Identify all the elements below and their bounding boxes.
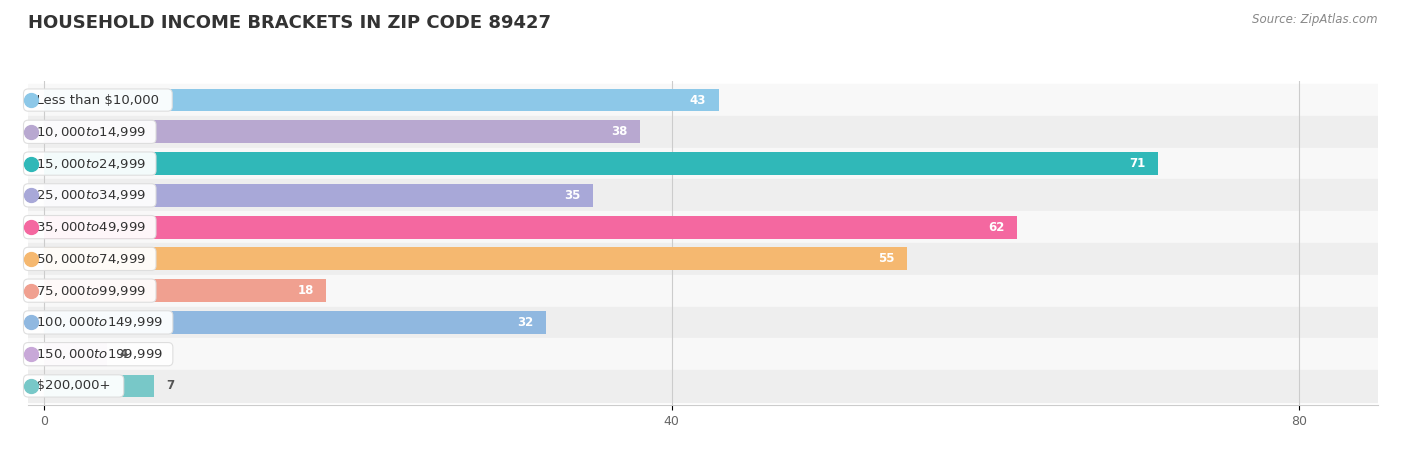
Bar <box>28 275 1378 306</box>
Bar <box>44 216 1017 238</box>
Bar <box>44 89 718 112</box>
Bar <box>44 279 326 302</box>
Text: Source: ZipAtlas.com: Source: ZipAtlas.com <box>1253 14 1378 27</box>
Text: $35,000 to $49,999: $35,000 to $49,999 <box>28 220 152 234</box>
Text: $150,000 to $199,999: $150,000 to $199,999 <box>28 347 169 361</box>
Text: $200,000+: $200,000+ <box>28 379 120 392</box>
Text: $100,000 to $149,999: $100,000 to $149,999 <box>28 315 169 329</box>
Bar <box>28 306 1378 338</box>
Bar <box>28 84 1378 116</box>
Bar <box>44 184 593 207</box>
Text: 18: 18 <box>298 284 314 297</box>
Text: 38: 38 <box>612 125 627 138</box>
Text: $25,000 to $34,999: $25,000 to $34,999 <box>28 189 152 202</box>
Text: $75,000 to $99,999: $75,000 to $99,999 <box>28 284 152 297</box>
Text: 43: 43 <box>690 94 706 107</box>
Text: 32: 32 <box>517 316 533 329</box>
Bar <box>44 152 1159 175</box>
Text: 35: 35 <box>564 189 581 202</box>
Bar <box>44 121 640 143</box>
Text: 62: 62 <box>988 220 1004 234</box>
Bar <box>28 243 1378 275</box>
Text: $50,000 to $74,999: $50,000 to $74,999 <box>28 252 152 266</box>
Bar <box>44 311 546 334</box>
Text: Less than $10,000: Less than $10,000 <box>28 94 167 107</box>
Bar <box>28 180 1378 211</box>
Text: 7: 7 <box>166 379 174 392</box>
Bar <box>28 116 1378 148</box>
Bar <box>28 211 1378 243</box>
Bar <box>28 370 1378 402</box>
Bar <box>28 338 1378 370</box>
Text: 55: 55 <box>877 252 894 266</box>
Text: HOUSEHOLD INCOME BRACKETS IN ZIP CODE 89427: HOUSEHOLD INCOME BRACKETS IN ZIP CODE 89… <box>28 14 551 32</box>
Text: $15,000 to $24,999: $15,000 to $24,999 <box>28 157 152 171</box>
Text: 71: 71 <box>1129 157 1146 170</box>
Bar <box>44 248 907 270</box>
Bar <box>44 374 153 397</box>
Text: $10,000 to $14,999: $10,000 to $14,999 <box>28 125 152 139</box>
Bar <box>44 343 107 365</box>
Text: 4: 4 <box>120 348 128 361</box>
Bar <box>28 148 1378 180</box>
